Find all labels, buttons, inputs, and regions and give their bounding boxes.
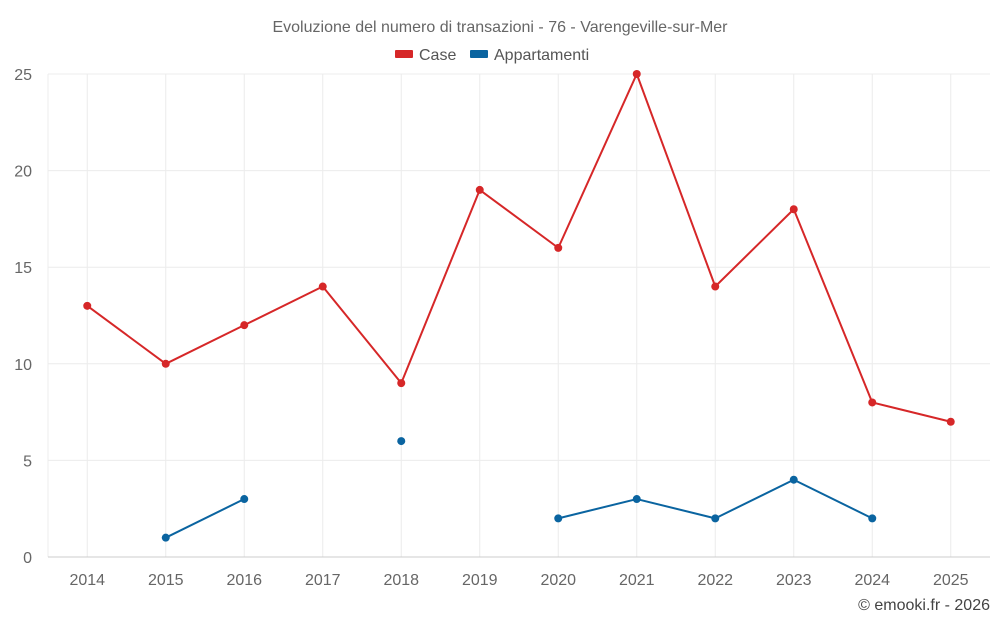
x-tick-label: 2018 <box>383 572 419 589</box>
y-tick-label: 15 <box>14 260 32 277</box>
legend: Case Appartamenti <box>395 47 589 64</box>
legend-label-appartamenti[interactable]: Appartamenti <box>494 47 589 64</box>
x-tick-label: 2024 <box>854 572 890 589</box>
x-tick-label: 2017 <box>305 572 341 589</box>
data-point-case[interactable] <box>554 243 563 252</box>
x-tick-label: 2022 <box>697 572 733 589</box>
data-point-case[interactable] <box>240 321 249 330</box>
credit-text: © emooki.fr - 2026 <box>858 597 990 614</box>
y-tick-label: 10 <box>14 357 32 374</box>
data-point-appartamenti[interactable] <box>868 514 877 523</box>
x-tick-label: 2023 <box>776 572 812 589</box>
series-line-case <box>86 73 951 423</box>
data-point-case[interactable] <box>475 185 484 194</box>
x-tick-label: 2016 <box>226 572 262 589</box>
data-point-case[interactable] <box>318 282 327 291</box>
grid <box>48 73 990 557</box>
x-tick-label: 2014 <box>69 572 105 589</box>
data-point-case[interactable] <box>632 70 641 78</box>
x-tick-label: 2019 <box>462 572 498 589</box>
legend-label-case[interactable]: Case <box>419 47 456 64</box>
data-point-case[interactable] <box>83 301 92 310</box>
data-point-case[interactable] <box>946 417 955 426</box>
data-point-appartamenti[interactable] <box>789 475 798 484</box>
data-point-appartamenti[interactable] <box>632 495 641 504</box>
x-tick-label: 2025 <box>933 572 969 589</box>
data-point-case[interactable] <box>397 379 406 388</box>
data-point-appartamenti[interactable] <box>554 514 563 523</box>
x-tick-label: 2021 <box>619 572 655 589</box>
data-point-case[interactable] <box>711 282 720 291</box>
y-tick-label: 0 <box>23 550 32 567</box>
x-tick-label: 2015 <box>148 572 184 589</box>
chart-title: Evoluzione del numero di transazioni - 7… <box>272 19 728 36</box>
legend-swatch-case <box>395 50 413 58</box>
data-point-appartamenti[interactable] <box>240 495 249 504</box>
y-tick-label: 5 <box>23 453 32 470</box>
data-point-appartamenti[interactable] <box>397 437 406 446</box>
series <box>83 70 955 542</box>
legend-swatch-appartamenti <box>470 50 488 58</box>
data-point-appartamenti[interactable] <box>161 533 170 542</box>
series-case <box>83 70 955 426</box>
y-tick-label: 25 <box>14 67 32 84</box>
data-point-case[interactable] <box>868 398 877 407</box>
series-line-appartamenti <box>165 498 245 539</box>
data-point-appartamenti[interactable] <box>711 514 720 523</box>
series-appartamenti <box>161 437 877 542</box>
data-point-case[interactable] <box>161 359 170 368</box>
y-tick-label: 20 <box>14 164 32 181</box>
data-point-case[interactable] <box>789 205 798 214</box>
x-tick-label: 2020 <box>540 572 576 589</box>
